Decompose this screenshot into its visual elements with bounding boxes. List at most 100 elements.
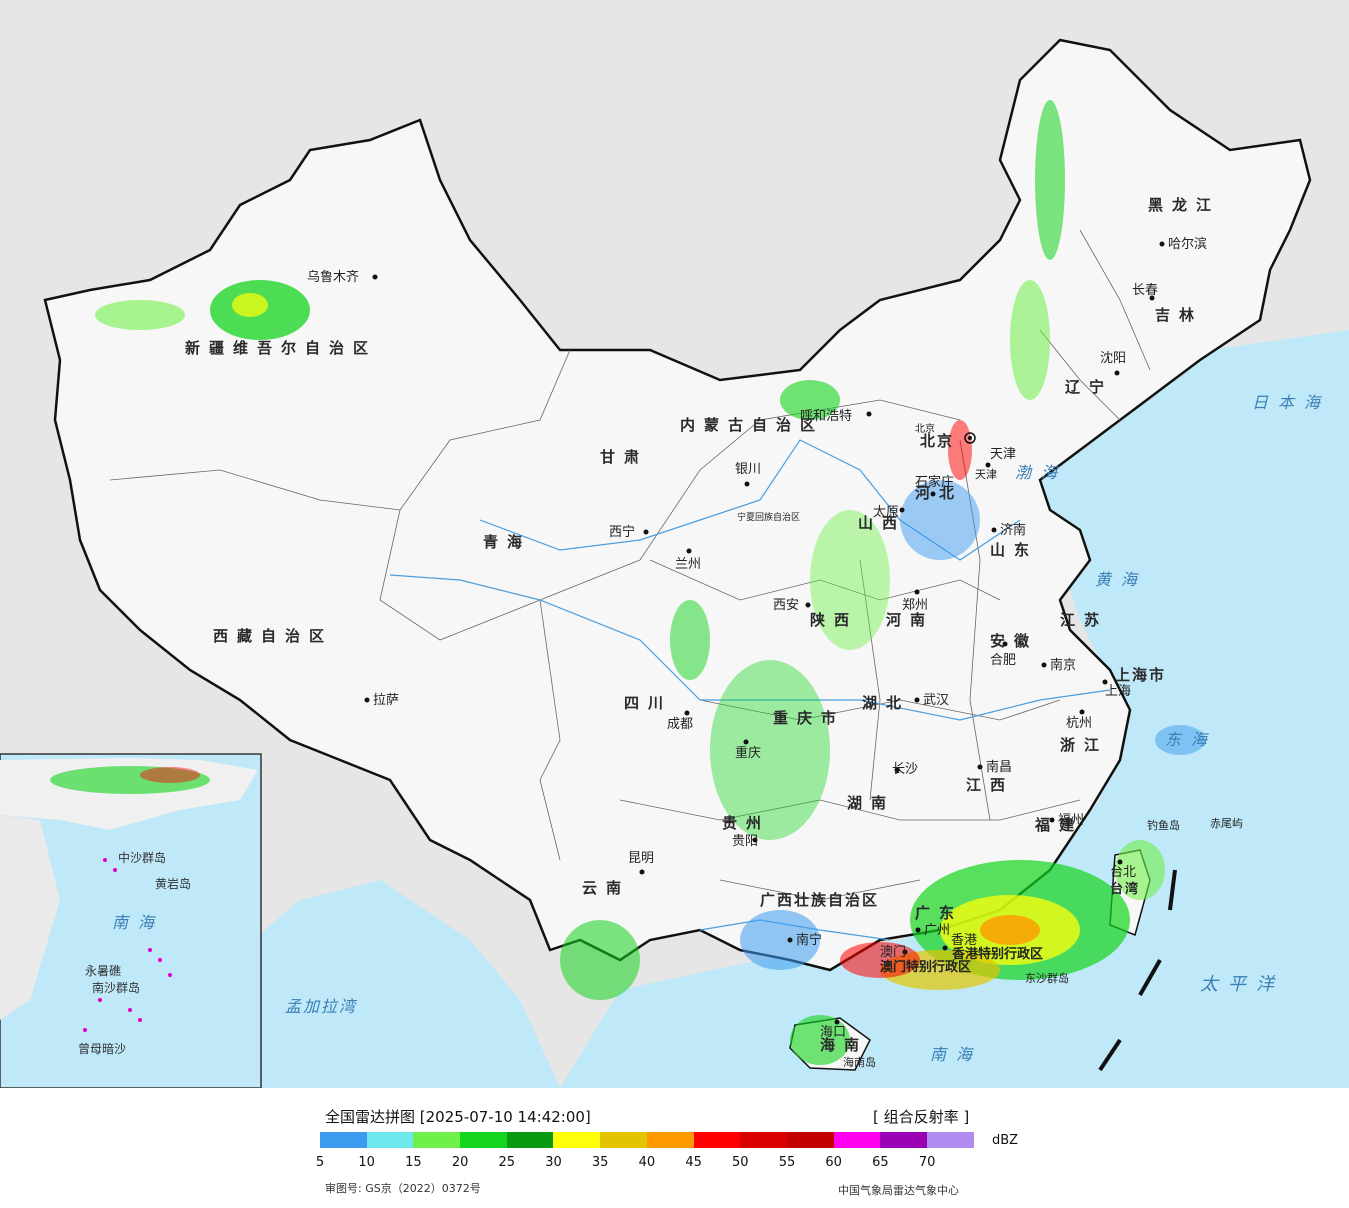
legend-color-bar: [320, 1132, 974, 1148]
city-lanzhou: 兰州: [675, 557, 701, 572]
inset-label-yongshu: 永暑礁: [85, 963, 121, 978]
legend-tick: 60: [825, 1155, 842, 1170]
label-zhejiang: 浙江: [1060, 736, 1108, 754]
city-yinchuan: 银川: [735, 462, 761, 477]
review-number: 审图号: GS京（2022）0372号: [325, 1182, 481, 1195]
city-hangzhou: 杭州: [1066, 716, 1092, 731]
city-changsha: 长沙: [892, 762, 918, 777]
special-region-labels: 香港特别行政区 澳门特别行政区 东沙群岛: [880, 946, 1069, 985]
label-liaoning: 辽宁: [1065, 378, 1113, 396]
city-chengdu: 成都: [667, 717, 693, 732]
city-lhasa: 拉萨: [373, 693, 399, 708]
sea-labels: 日本海 渤海 黄海 东海 太平洋 南海 孟加拉湾: [285, 393, 1330, 1064]
label-shaanxi: 陕西: [810, 611, 858, 629]
city-hefei: 合肥: [990, 653, 1016, 668]
label-hainan-island: 海南岛: [843, 1055, 876, 1069]
city-macau: 澳门: [880, 944, 906, 960]
inset-label-nansha: 南沙群岛: [92, 980, 140, 995]
legend-tick: 30: [545, 1155, 562, 1170]
city-hohhot: 呼和浩特: [800, 409, 852, 424]
label-tianjin-prov: 天津: [990, 447, 1016, 462]
city-nanning: 南宁: [796, 932, 822, 948]
city-changchun: 长春: [1132, 283, 1158, 298]
sea-japan: 日本海: [1252, 393, 1330, 412]
city-beijing: 北京: [915, 422, 935, 435]
inset-label-zengmu: 曾母暗沙: [78, 1041, 126, 1056]
legend-swatch: [600, 1132, 647, 1148]
legend-tick: 5: [315, 1155, 325, 1170]
legend-panel: 全国雷达拼图 [2025-07-10 14:42:00] [ 组合反射率 ] d…: [0, 1088, 1349, 1208]
city-nanchang: 南昌: [986, 759, 1012, 775]
city-urumqi: 乌鲁木齐: [307, 269, 359, 285]
city-nanjing: 南京: [1050, 657, 1076, 673]
legend-swatch: [553, 1132, 601, 1148]
label-chongqing: 重庆市: [773, 709, 845, 727]
city-chongqing: 重庆: [735, 745, 761, 761]
label-qinghai: 青海: [483, 533, 531, 551]
label-macau-sar: 澳门特别行政区: [880, 959, 971, 975]
legend-tick: 35: [591, 1155, 609, 1170]
label-henan: 河南: [886, 611, 934, 629]
label-guizhou: 贵州: [722, 814, 770, 832]
city-taipei: 台北: [1110, 865, 1136, 880]
label-yunnan: 云南: [582, 879, 630, 897]
legend-swatch: [320, 1132, 367, 1148]
sea-yellow: 黄海: [1095, 570, 1147, 589]
city-xining: 西宁: [609, 524, 635, 540]
label-xizang: 西藏自治区: [213, 627, 333, 645]
city-taiyuan: 太原: [873, 505, 899, 520]
city-hongkong: 香港: [951, 933, 977, 948]
label-shandong: 山东: [990, 541, 1038, 559]
label-guangdong: 广东: [915, 904, 963, 922]
label-hk-sar: 香港特别行政区: [951, 946, 1043, 962]
city-fuzhou: 福州: [1058, 813, 1084, 828]
boundary-dashes: [1098, 869, 1177, 1072]
label-jiangsu: 江苏: [1060, 611, 1108, 629]
label-heilongjiang: 黑龙江: [1148, 196, 1220, 214]
city-wuhan: 武汉: [923, 693, 949, 708]
legend-tick: 20: [451, 1155, 469, 1170]
label-gansu: 甘肃: [600, 448, 648, 466]
legend-swatch: [460, 1132, 507, 1148]
city-haikou: 海口: [820, 1025, 846, 1040]
legend-tick: 45: [685, 1155, 702, 1170]
legend-tick: 40: [638, 1155, 656, 1170]
legend-tick: 65: [872, 1155, 889, 1170]
label-hunan: 湖南: [847, 794, 895, 812]
label-xinjiang: 新疆维吾尔自治区: [185, 339, 377, 357]
legend-tick: 70: [918, 1155, 936, 1170]
sea-pacific: 太平洋: [1200, 974, 1284, 995]
legend-swatch: [506, 1132, 554, 1148]
label-anhui: 安徽: [990, 632, 1038, 650]
city-jinan: 济南: [1000, 522, 1026, 538]
label-guangxi: 广西壮族自治区: [760, 891, 879, 909]
china-outline: [43, 38, 1312, 972]
label-jilin: 吉林: [1155, 306, 1203, 324]
legend-tick: 15: [405, 1155, 422, 1170]
legend-unit: dBZ: [992, 1133, 1019, 1148]
city-tianjin: 天津: [975, 468, 997, 481]
legend-tick: 10: [358, 1155, 375, 1170]
city-shanghai: 上海: [1105, 684, 1131, 699]
city-guiyang: 贵阳: [732, 834, 758, 849]
city-shijiazhuang: 石家庄: [915, 474, 954, 490]
label-chiwei: 赤尾屿: [1210, 817, 1243, 830]
label-hainan: 海南: [820, 1036, 868, 1054]
ocean-east: [560, 330, 1349, 1088]
legend-swatch: [926, 1132, 974, 1148]
label-taiwan: 台湾: [1110, 881, 1140, 897]
label-shanghai-city: 上海市: [1115, 666, 1166, 684]
city-xian: 西安: [773, 598, 799, 613]
label-hubei: 湖北: [862, 694, 910, 712]
label-diaoyu: 钓鱼岛: [1147, 818, 1180, 832]
legend-tick: 50: [732, 1155, 749, 1170]
label-beijing-prov: 北京: [920, 432, 954, 450]
legend-swatch: [693, 1132, 741, 1148]
label-dongsha: 东沙群岛: [1025, 971, 1069, 985]
sea-east: 东海: [1165, 730, 1217, 749]
sea-bengal: 孟加拉湾: [285, 997, 358, 1016]
south-china-sea-inset: 中沙群岛 黄岩岛 南海 永暑礁 南沙群岛 曾母暗沙: [0, 753, 262, 1088]
legend-swatch: [413, 1132, 461, 1148]
legend-swatch: [366, 1132, 414, 1148]
